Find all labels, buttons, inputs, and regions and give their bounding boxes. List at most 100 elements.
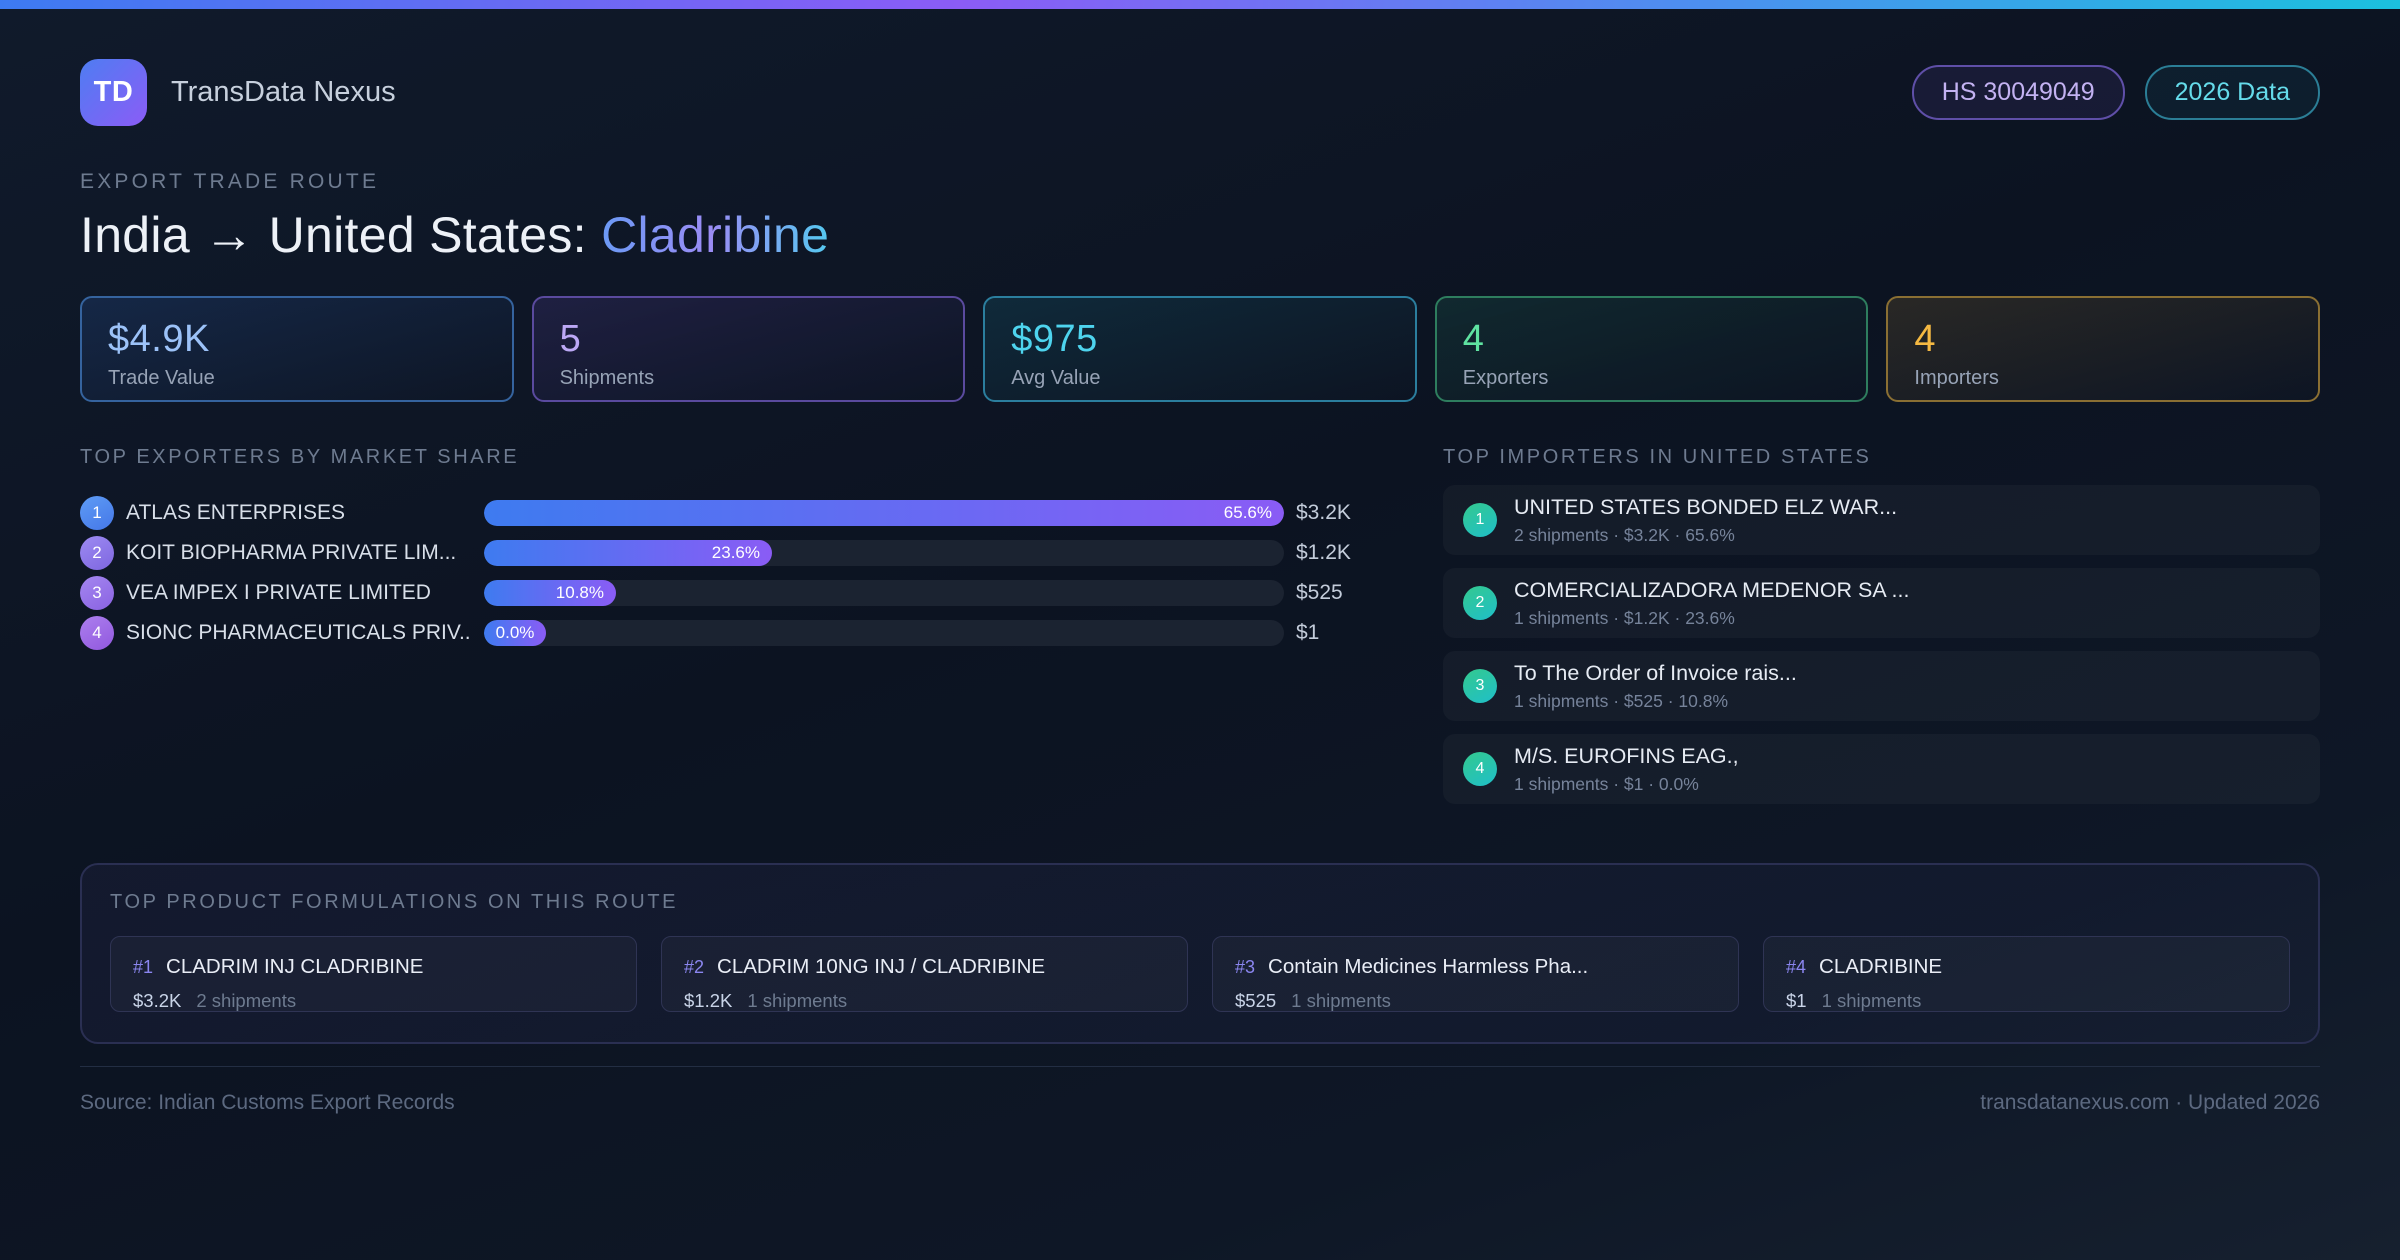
- product-value: $1.2K: [684, 990, 733, 1011]
- importer-meta: 2 shipments · $3.2K · 65.6%: [1514, 524, 1735, 545]
- importer-meta: 1 shipments · $1.2K · 23.6%: [1514, 607, 1735, 628]
- page-title: India → United States: Cladribine: [80, 206, 2320, 264]
- rank-badge: 3: [1463, 669, 1497, 703]
- exporter-row: 3 VEA IMPEX I PRIVATE LIMITED 10.8% $525: [80, 573, 1378, 613]
- stats-row: $4.9K Trade Value 5 Shipments $975 Avg V…: [80, 296, 2320, 402]
- stat-card-trade-value: $4.9K Trade Value: [80, 296, 514, 402]
- product-value: $1: [1786, 990, 1807, 1011]
- stat-label: Exporters: [1462, 367, 1549, 389]
- products-heading: TOP PRODUCT FORMULATIONS ON THIS ROUTE: [110, 891, 679, 913]
- importer-meta: 1 shipments · $1 · 0.0%: [1514, 773, 1699, 794]
- rank-badge: 1: [1463, 503, 1497, 537]
- product-rank: #4: [1786, 957, 1807, 977]
- brand: TD TransData Nexus: [80, 59, 396, 126]
- product-title-row: #1 CLADRIM INJ CLADRIBINE: [133, 955, 614, 979]
- product-card: #2 CLADRIM 10NG INJ / CLADRIBINE $1.2K 1…: [661, 936, 1188, 1012]
- stat-label: Importers: [1914, 367, 1999, 389]
- stat-label: Avg Value: [1011, 367, 1101, 389]
- market-share-bar: 10.8%: [484, 580, 1284, 606]
- product-meta-row: $1.2K 1 shipments: [684, 990, 1165, 1012]
- stat-value: 4: [1462, 318, 1485, 360]
- data-year-badge[interactable]: 2026 Data: [2144, 65, 2320, 120]
- exporter-name: VEA IMPEX I PRIVATE LIMITED: [126, 581, 431, 604]
- exporter-name: ATLAS ENTERPRISES: [126, 501, 346, 524]
- importer-row: 1 UNITED STATES BONDED ELZ WAR... 2 ship…: [1443, 485, 2320, 555]
- exporter-name: KOIT BIOPHARMA PRIVATE LIM...: [126, 541, 457, 564]
- product-rank: #2: [684, 957, 705, 977]
- exporter-name: SIONC PHARMACEUTICALS PRIV...: [126, 621, 472, 644]
- importer-info: To The Order of Invoice rais... 1 shipme…: [1514, 661, 1797, 712]
- rank-badge: 1: [80, 496, 114, 530]
- stat-card-avg-value: $975 Avg Value: [983, 296, 1417, 402]
- product-title-row: #2 CLADRIM 10NG INJ / CLADRIBINE: [684, 955, 1165, 979]
- market-share-bar-fill: 65.6%: [484, 500, 1284, 526]
- stat-card-shipments: 5 Shipments: [531, 296, 966, 402]
- product-shipments: 1 shipments: [747, 990, 848, 1011]
- importer-meta: 1 shipments · $525 · 10.8%: [1514, 690, 1729, 711]
- stat-value: 5: [559, 318, 582, 360]
- importers-heading: TOP IMPORTERS IN UNITED STATES: [1443, 446, 1872, 468]
- brand-logo-text: TD: [93, 76, 134, 108]
- importer-name: UNITED STATES BONDED ELZ WAR...: [1514, 494, 1898, 519]
- importers-list: 1 UNITED STATES BONDED ELZ WAR... 2 ship…: [1443, 485, 2320, 804]
- product-shipments: 1 shipments: [1821, 990, 1922, 1011]
- product-card: #1 CLADRIM INJ CLADRIBINE $3.2K 2 shipme…: [110, 936, 637, 1012]
- exporters-section: TOP EXPORTERS BY MARKET SHARE 1 ATLAS EN…: [80, 446, 1378, 653]
- importer-row: 3 To The Order of Invoice rais... 1 ship…: [1443, 651, 2320, 721]
- market-share-bar-fill: 0.0%: [484, 620, 547, 646]
- header: TD TransData Nexus HS 30049049 2026 Data: [80, 59, 2320, 126]
- eyebrow-label: EXPORT TRADE ROUTE: [80, 170, 380, 193]
- exporter-value: $3.2K: [1296, 501, 1351, 524]
- exporter-value: $1.2K: [1296, 541, 1351, 564]
- product-card: #3 Contain Medicines Harmless Pha... $52…: [1212, 936, 1739, 1012]
- footer-source: Source: Indian Customs Export Records: [80, 1091, 455, 1114]
- exporters-list: 1 ATLAS ENTERPRISES 65.6% $3.2K 2 KOIT B…: [80, 493, 1378, 653]
- exporter-value: $1: [1296, 621, 1320, 644]
- market-share-bar-fill: 23.6%: [484, 540, 772, 566]
- importer-info: M/S. EUROFINS EAG., 1 shipments · $1 · 0…: [1514, 744, 1739, 795]
- importer-name: COMERCIALIZADORA MEDENOR SA ...: [1514, 577, 1910, 602]
- stat-label: Trade Value: [108, 367, 215, 389]
- top-accent-bar: [0, 0, 2400, 9]
- market-share-bar: 0.0%: [484, 620, 1284, 646]
- stat-card-exporters: 4 Exporters: [1434, 296, 1869, 402]
- importers-section: TOP IMPORTERS IN UNITED STATES 1 UNITED …: [1443, 446, 2320, 817]
- exporter-row: 1 ATLAS ENTERPRISES 65.6% $3.2K: [80, 493, 1378, 533]
- market-share-percent: 23.6%: [711, 543, 760, 562]
- hs-code-badge[interactable]: HS 30049049: [1911, 65, 2125, 120]
- products-grid: #1 CLADRIM INJ CLADRIBINE $3.2K 2 shipme…: [110, 936, 2290, 1012]
- product-card: #4 CLADRIBINE $1 1 shipments: [1763, 936, 2290, 1012]
- product-value: $525: [1235, 990, 1277, 1011]
- exporter-value: $525: [1296, 581, 1343, 604]
- importer-info: UNITED STATES BONDED ELZ WAR... 2 shipme…: [1514, 495, 1897, 546]
- footer: Source: Indian Customs Export Records tr…: [80, 1066, 2320, 1115]
- exporter-row: 2 KOIT BIOPHARMA PRIVATE LIM... 23.6% $1…: [80, 533, 1378, 573]
- rank-badge: 4: [1463, 752, 1497, 786]
- header-badges: HS 30049049 2026 Data: [1911, 65, 2320, 120]
- product-shipments: 2 shipments: [196, 990, 297, 1011]
- importer-name: M/S. EUROFINS EAG.,: [1514, 743, 1739, 768]
- product-name: CLADRIM 10NG INJ / CLADRIBINE: [717, 955, 1046, 978]
- rank-badge: 4: [80, 616, 114, 650]
- stat-label: Shipments: [559, 367, 655, 389]
- product-name: CLADRIM INJ CLADRIBINE: [166, 955, 424, 978]
- product-rank: #1: [133, 957, 154, 977]
- stat-value: $975: [1011, 318, 1098, 360]
- stat-card-importers: 4 Importers: [1886, 296, 2320, 402]
- product-name: CLADRIBINE: [1819, 955, 1943, 978]
- rank-badge: 2: [1463, 586, 1497, 620]
- product-value: $3.2K: [133, 990, 182, 1011]
- products-panel: TOP PRODUCT FORMULATIONS ON THIS ROUTE #…: [80, 863, 2320, 1044]
- rank-badge: 3: [80, 576, 114, 610]
- brand-name: TransData Nexus: [171, 76, 396, 108]
- product-meta-row: $3.2K 2 shipments: [133, 990, 614, 1012]
- product-rank: #3: [1235, 957, 1256, 977]
- importer-info: COMERCIALIZADORA MEDENOR SA ... 1 shipme…: [1514, 578, 1909, 629]
- exporters-heading: TOP EXPORTERS BY MARKET SHARE: [80, 446, 520, 468]
- market-share-percent: 65.6%: [1223, 503, 1272, 522]
- exporter-row: 4 SIONC PHARMACEUTICALS PRIV... 0.0% $1: [80, 613, 1378, 653]
- product-highlight: Cladribine: [601, 207, 830, 263]
- dashboard-page: TD TransData Nexus HS 30049049 2026 Data…: [0, 59, 2400, 1115]
- market-share-percent: 0.0%: [495, 623, 535, 642]
- market-share-bar-fill: 10.8%: [484, 580, 616, 606]
